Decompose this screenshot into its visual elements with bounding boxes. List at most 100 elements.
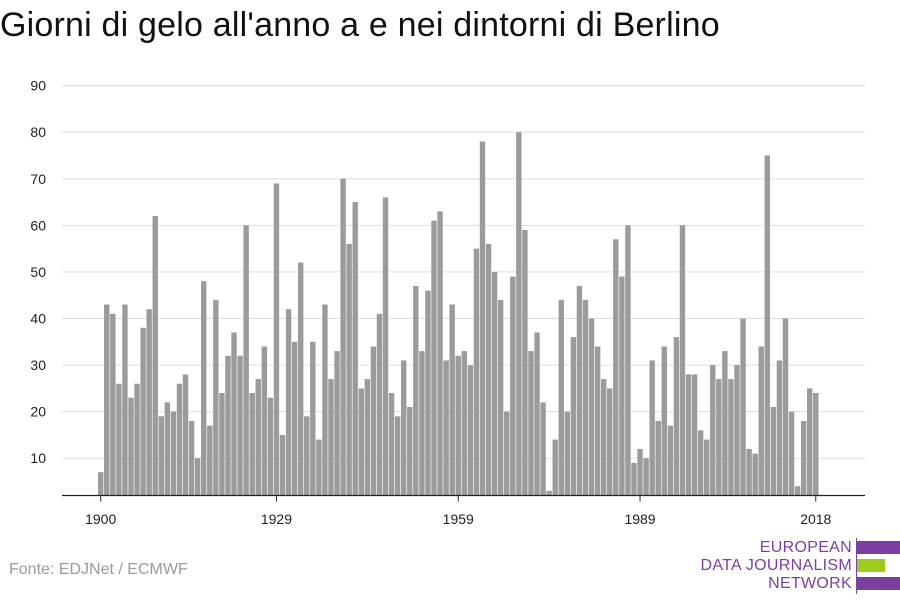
logo-divider xyxy=(856,538,857,594)
bar-1909 xyxy=(152,216,158,496)
bar-1999 xyxy=(697,430,704,496)
bar-1982 xyxy=(594,346,601,496)
x-axis-ticks: 1900 1929 1959 1989 2018 xyxy=(85,495,832,527)
bar-2009 xyxy=(758,346,764,496)
bar-1906 xyxy=(134,383,140,496)
bar-1990 xyxy=(643,458,649,496)
bar-1914 xyxy=(182,374,189,496)
bar-1969 xyxy=(516,132,522,496)
y-tick-label: 60 xyxy=(30,217,46,233)
bar-1959 xyxy=(455,355,461,496)
logo-line-3: NETWORK xyxy=(768,575,852,592)
bar-1957 xyxy=(443,360,449,496)
bar-1929 xyxy=(273,183,280,496)
bar-1975 xyxy=(552,439,558,496)
bar-2014 xyxy=(788,411,795,496)
bar-1978 xyxy=(570,337,577,496)
bar-1924 xyxy=(243,225,249,496)
bar-1919 xyxy=(213,299,219,496)
logo-bar-purple-top xyxy=(857,541,900,554)
bar-2008 xyxy=(752,453,758,496)
bar-1974 xyxy=(546,490,552,496)
bar-1954 xyxy=(425,290,431,496)
bar-1928 xyxy=(267,397,274,496)
bar-1912 xyxy=(170,411,177,496)
bar-1939 xyxy=(334,351,340,496)
bar-1915 xyxy=(188,420,195,496)
bar-1903 xyxy=(116,383,122,496)
bar-1947 xyxy=(382,197,389,496)
bar-2011 xyxy=(770,406,777,496)
bars xyxy=(98,132,819,496)
bar-1976 xyxy=(558,299,564,496)
bar-1998 xyxy=(691,374,698,496)
bar-1965 xyxy=(491,271,498,496)
bar-1925 xyxy=(249,393,255,496)
bar-1961 xyxy=(467,365,474,496)
x-tick-label: 1929 xyxy=(261,511,292,527)
bar-1937 xyxy=(322,304,328,496)
bar-1964 xyxy=(485,243,492,496)
bar-1901 xyxy=(104,304,110,496)
bar-1932 xyxy=(291,341,298,496)
logo-line-1: EUROPEAN xyxy=(759,539,852,556)
bar-2010 xyxy=(764,155,770,496)
bar-1996 xyxy=(679,225,686,496)
bar-1950 xyxy=(401,360,407,496)
bar-1911 xyxy=(164,402,171,496)
bar-1994 xyxy=(667,425,674,496)
bar-1987 xyxy=(625,225,631,496)
y-tick-label: 20 xyxy=(30,404,46,420)
bar-1966 xyxy=(497,299,504,496)
x-tick-label: 2018 xyxy=(800,511,831,527)
bar-1980 xyxy=(582,299,589,496)
bar-1979 xyxy=(576,285,583,496)
bar-2002 xyxy=(716,379,722,496)
y-tick-label: 10 xyxy=(30,450,46,466)
bar-1927 xyxy=(261,346,268,496)
bar-2001 xyxy=(710,365,716,496)
bar-2018 xyxy=(813,393,819,496)
bar-1918 xyxy=(207,425,213,496)
x-tick-label: 1989 xyxy=(624,511,655,527)
bar-1934 xyxy=(304,416,310,496)
bar-1905 xyxy=(128,397,134,496)
bar-2016 xyxy=(800,420,807,496)
logo-bar-green xyxy=(857,559,885,572)
edjnet-logo: EUROPEAN DATA JOURNALISM NETWORK xyxy=(700,538,900,594)
y-tick-label: 90 xyxy=(30,78,46,94)
bar-1935 xyxy=(310,341,316,496)
bar-1945 xyxy=(370,346,377,496)
bar-1916 xyxy=(194,458,201,496)
bar-1930 xyxy=(279,434,286,496)
bar-1988 xyxy=(631,462,637,496)
bar-1986 xyxy=(619,276,625,496)
bar-1902 xyxy=(110,313,116,496)
bar-1992 xyxy=(655,420,661,496)
bar-1908 xyxy=(146,309,152,496)
bar-1926 xyxy=(255,379,261,496)
bar-1972 xyxy=(534,332,540,496)
bar-1936 xyxy=(316,439,322,496)
bar-1989 xyxy=(637,448,643,496)
bar-1921 xyxy=(225,355,231,496)
bar-1955 xyxy=(431,220,437,496)
bar-1973 xyxy=(540,402,546,496)
bar-1984 xyxy=(607,388,613,496)
bar-1981 xyxy=(588,318,595,496)
bar-2015 xyxy=(794,486,801,496)
bar-1963 xyxy=(479,141,486,496)
bar-2017 xyxy=(807,388,813,496)
bar-1922 xyxy=(231,332,237,496)
bar-1907 xyxy=(140,327,146,496)
y-tick-label: 30 xyxy=(30,357,46,373)
bar-1942 xyxy=(352,202,358,496)
bar-1941 xyxy=(346,243,352,496)
bar-1953 xyxy=(419,351,425,496)
bar-1997 xyxy=(685,374,692,496)
logo-line-2: DATA JOURNALISM xyxy=(700,557,852,574)
bar-2000 xyxy=(704,439,710,496)
x-tick-label: 1959 xyxy=(443,511,474,527)
bar-2004 xyxy=(728,379,734,496)
bar-1917 xyxy=(201,281,207,496)
